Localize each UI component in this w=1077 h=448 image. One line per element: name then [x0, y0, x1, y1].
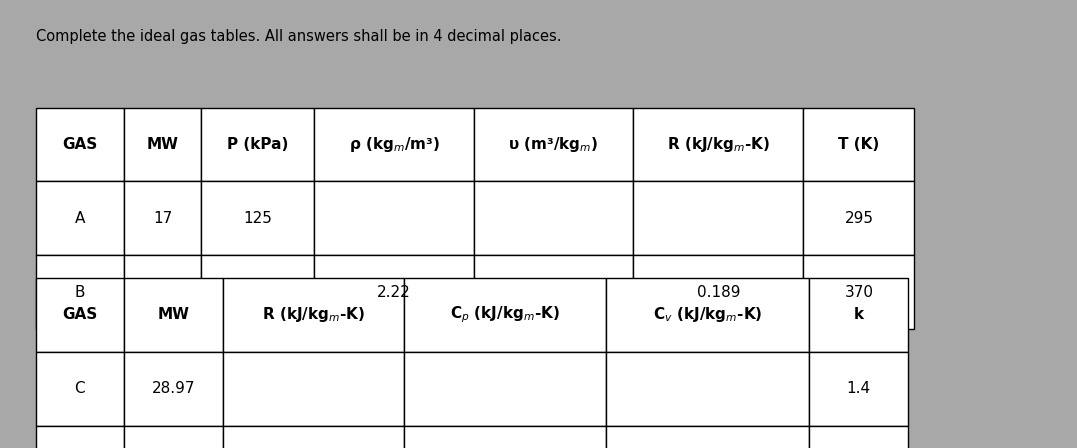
Bar	[36, 278, 124, 352]
Bar	[606, 352, 809, 426]
Bar	[36, 255, 124, 329]
Bar	[404, 352, 606, 426]
Text: 2.22: 2.22	[377, 285, 411, 300]
Bar	[201, 108, 314, 181]
Bar	[124, 278, 223, 352]
Text: MW: MW	[146, 137, 179, 152]
Bar	[124, 255, 201, 329]
Text: T (K): T (K)	[838, 137, 880, 152]
Bar	[124, 108, 201, 181]
Bar	[809, 426, 908, 448]
Text: 1.4: 1.4	[847, 381, 870, 396]
Text: 295: 295	[844, 211, 873, 226]
Bar	[809, 278, 908, 352]
Text: P (kPa): P (kPa)	[227, 137, 289, 152]
Bar	[404, 278, 606, 352]
Bar	[633, 255, 803, 329]
Text: GAS: GAS	[62, 307, 97, 322]
Text: 0.189: 0.189	[697, 285, 740, 300]
Text: C: C	[74, 381, 85, 396]
Bar	[633, 181, 803, 255]
Bar	[36, 108, 124, 181]
Text: k: k	[853, 307, 864, 322]
Bar	[36, 426, 124, 448]
Bar	[223, 426, 404, 448]
Text: 125: 125	[243, 211, 272, 226]
Text: υ (m³/kg$_m$): υ (m³/kg$_m$)	[508, 135, 599, 154]
Text: GAS: GAS	[62, 137, 97, 152]
Bar	[803, 108, 914, 181]
Text: R (kJ/kg$_m$-K): R (kJ/kg$_m$-K)	[667, 135, 770, 154]
Bar	[314, 255, 474, 329]
Bar	[36, 352, 124, 426]
Bar	[474, 255, 633, 329]
Bar	[124, 352, 223, 426]
Text: Complete the ideal gas tables. All answers shall be in 4 decimal places.: Complete the ideal gas tables. All answe…	[36, 29, 561, 44]
Bar	[124, 181, 201, 255]
Bar	[201, 181, 314, 255]
Bar	[223, 352, 404, 426]
Text: 370: 370	[844, 285, 873, 300]
Bar	[201, 255, 314, 329]
Bar	[606, 426, 809, 448]
Text: MW: MW	[157, 307, 190, 322]
Bar	[474, 108, 633, 181]
Bar	[36, 181, 124, 255]
Bar	[803, 255, 914, 329]
Bar	[606, 278, 809, 352]
Bar	[809, 352, 908, 426]
Text: B: B	[74, 285, 85, 300]
Text: A: A	[74, 211, 85, 226]
Text: ρ (kg$_m$/m³): ρ (kg$_m$/m³)	[349, 135, 439, 154]
Bar	[474, 181, 633, 255]
Bar	[314, 108, 474, 181]
Bar	[404, 426, 606, 448]
Text: R (kJ/kg$_m$-K): R (kJ/kg$_m$-K)	[262, 305, 365, 324]
Bar	[803, 181, 914, 255]
Bar	[314, 181, 474, 255]
Text: 28.97: 28.97	[152, 381, 195, 396]
Text: 17: 17	[153, 211, 172, 226]
Text: C$_p$ (kJ/kg$_m$-K): C$_p$ (kJ/kg$_m$-K)	[450, 305, 560, 325]
Bar	[633, 108, 803, 181]
Bar	[223, 278, 404, 352]
Text: C$_v$ (kJ/kg$_m$-K): C$_v$ (kJ/kg$_m$-K)	[653, 305, 763, 324]
Bar	[124, 426, 223, 448]
